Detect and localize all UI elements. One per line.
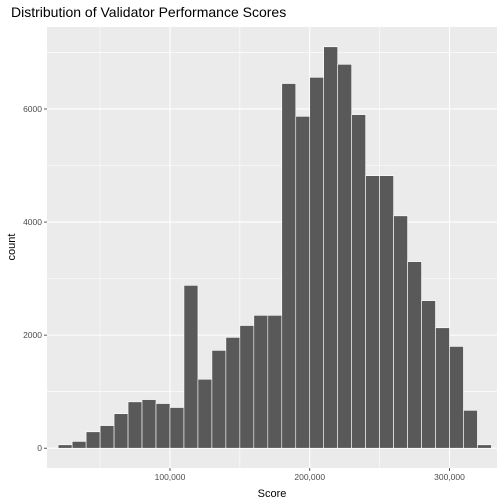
histogram-bar [281,83,297,449]
histogram-bar [113,413,129,449]
histogram-bar [323,46,338,449]
y-tick-label: 0 [37,443,42,453]
histogram-bar [309,77,325,449]
histogram-bar [351,114,366,449]
histogram-bar [85,431,101,449]
chart-title: Distribution of Validator Performance Sc… [11,4,286,20]
y-tick-label: 2000 [23,330,42,340]
histogram-bar [57,444,73,449]
histogram-bar [197,378,213,449]
histogram-bar [379,175,394,449]
histogram-bar [365,175,380,449]
histogram-bar [127,401,143,449]
histogram-bars [57,46,492,449]
y-axis-ticks: 0 2000 4000 6000 [23,104,47,453]
histogram-bar [169,407,185,449]
histogram-bar [267,315,283,449]
histogram-bar [421,300,436,449]
x-tick-label: 200,000 [294,472,325,482]
y-tick-label: 6000 [23,104,42,114]
x-tick-label: 300,000 [434,472,465,482]
histogram-bar [337,64,352,449]
x-tick-label: 100,000 [155,472,186,482]
x-axis-title: Score [258,488,287,500]
histogram-bar [225,337,241,449]
histogram-bar [239,325,255,449]
x-axis-ticks: 100,000 200,000 300,000 [155,468,465,482]
histogram-bar [141,399,157,449]
histogram-bar [393,215,408,449]
histogram-bar [477,444,492,449]
histogram-bar [253,315,269,449]
histogram-bar [435,327,450,449]
histogram-bar [407,261,422,449]
y-axis-title: count [6,234,18,261]
y-tick-label: 4000 [23,217,42,227]
histogram-bar [449,346,464,449]
histogram-bar [155,403,171,449]
histogram-bar [463,410,478,449]
histogram-bar [183,285,199,449]
histogram-bar [99,425,115,449]
histogram-bar [295,116,311,449]
histogram-bar [211,350,227,449]
histogram-bar [71,441,87,449]
